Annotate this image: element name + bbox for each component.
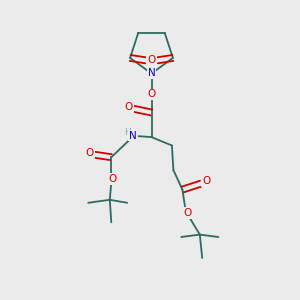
Text: H: H bbox=[124, 128, 131, 137]
Text: O: O bbox=[108, 174, 116, 184]
Text: O: O bbox=[147, 55, 155, 65]
Text: O: O bbox=[184, 208, 192, 218]
Text: N: N bbox=[148, 68, 155, 79]
Text: O: O bbox=[202, 176, 210, 186]
Text: O: O bbox=[147, 89, 156, 100]
Text: O: O bbox=[148, 55, 156, 65]
Text: N: N bbox=[129, 130, 137, 141]
Text: O: O bbox=[85, 148, 94, 158]
Text: O: O bbox=[124, 102, 133, 112]
